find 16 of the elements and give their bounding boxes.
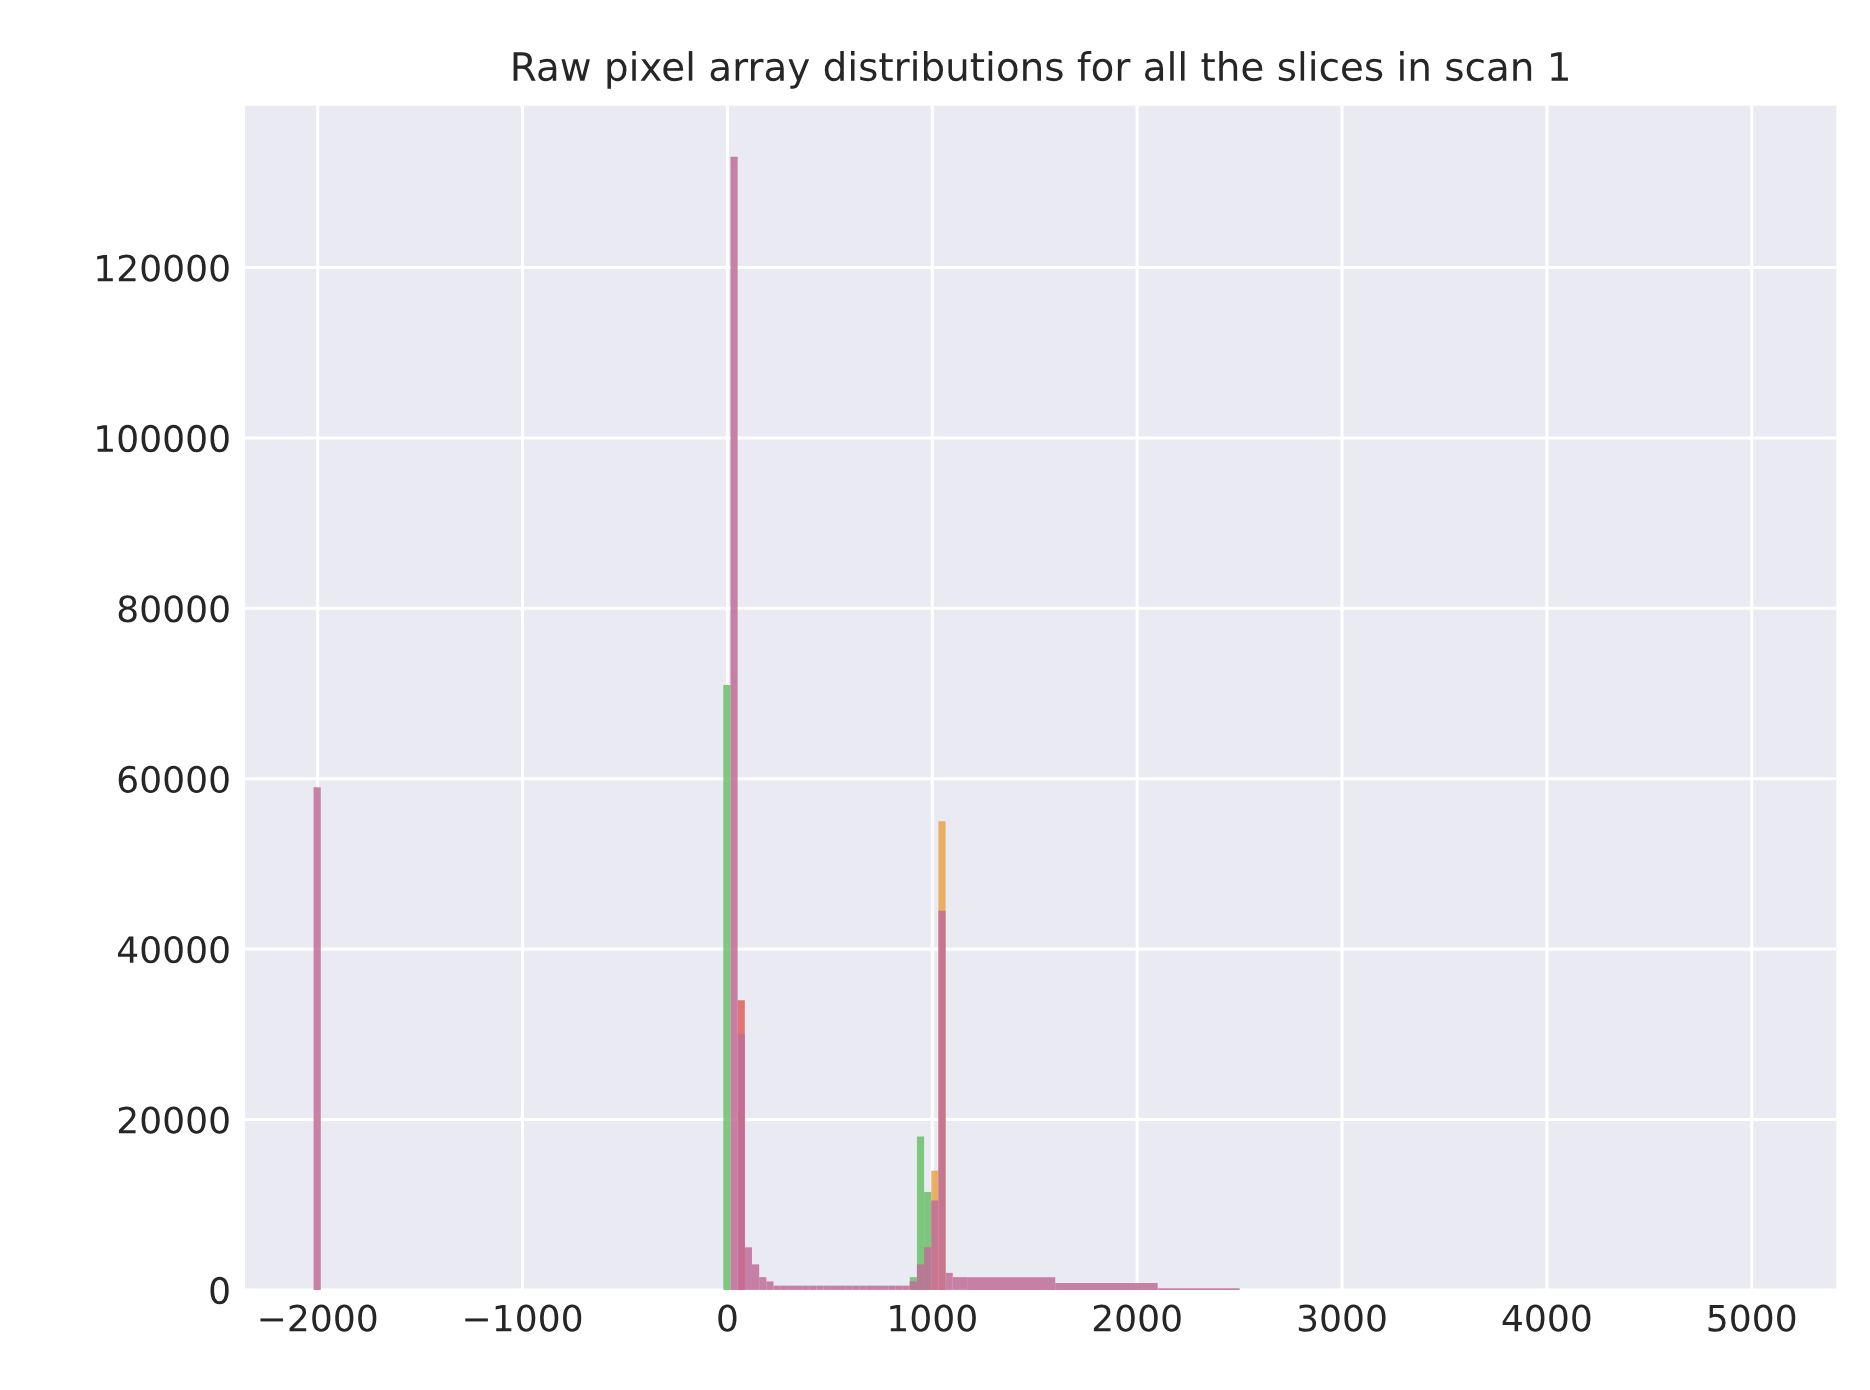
y-tick-label: 60000 — [118, 765, 229, 793]
chart-title: Raw pixel array distributions for all the slices in scan 1 — [513, 51, 1568, 89]
x-tick-label: −1000 — [465, 1304, 582, 1332]
y-tick-label: 100000 — [97, 424, 229, 453]
y-tick-label: 40000 — [117, 936, 229, 964]
y-tick-label: 80000 — [118, 595, 229, 623]
x-tick-label: 3000 — [1298, 1304, 1386, 1332]
y-tick-label: 20000 — [118, 1106, 229, 1134]
x-tick-label: −2000 — [260, 1304, 377, 1332]
x-tick-label: 2000 — [1093, 1304, 1181, 1332]
x-tick-label: 4000 — [1502, 1304, 1591, 1332]
y-tick-label: 0 — [210, 1276, 229, 1305]
x-tick-label: 5000 — [1708, 1304, 1796, 1332]
x-tick-label: 1000 — [890, 1304, 976, 1332]
y-tick-label: 120000 — [97, 254, 229, 282]
x-tick-label: 0 — [718, 1304, 737, 1332]
